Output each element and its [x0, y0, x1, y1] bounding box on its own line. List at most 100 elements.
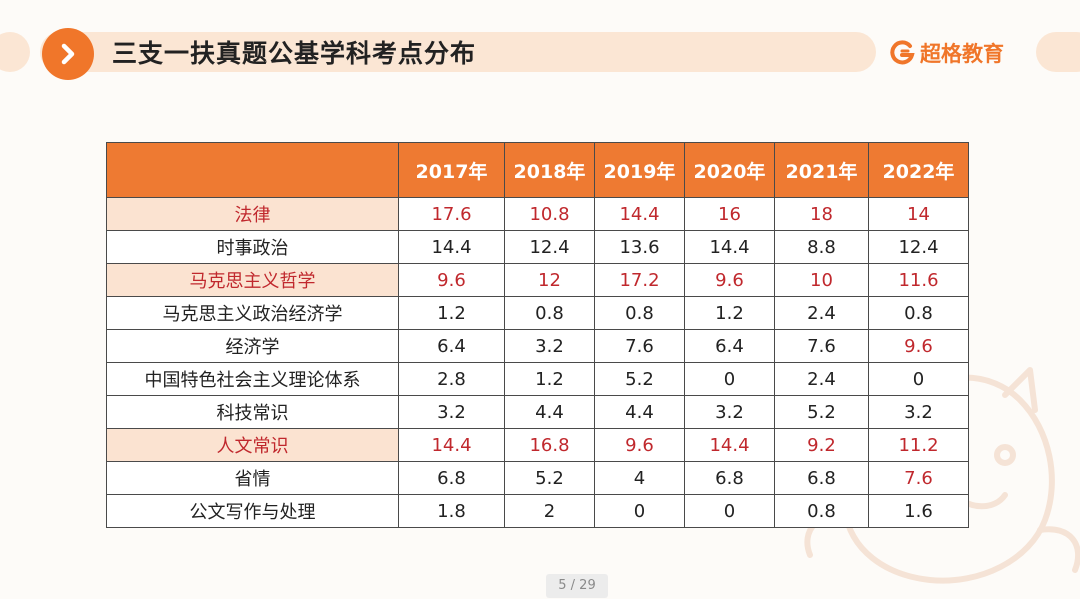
value-cell: 11.2 [868, 428, 969, 462]
value-cell: 1.6 [868, 494, 969, 528]
value-cell: 0.8 [504, 296, 595, 330]
subject-cell: 省情 [106, 461, 399, 495]
column-header-year: 2019年 [594, 142, 685, 198]
value-cell: 3.2 [504, 329, 595, 363]
subject-cell: 马克思主义政治经济学 [106, 296, 399, 330]
value-cell: 0 [684, 362, 775, 396]
chevron-right-icon [42, 28, 94, 80]
value-cell: 8.8 [774, 230, 869, 264]
value-cell: 5.2 [504, 461, 595, 495]
value-cell: 6.4 [684, 329, 775, 363]
column-header-year: 2018年 [504, 142, 595, 198]
value-cell: 13.6 [594, 230, 685, 264]
subject-cell: 经济学 [106, 329, 399, 363]
column-header-year: 2020年 [684, 142, 775, 198]
table-row: 马克思主义政治经济学 1.2 0.8 0.8 1.2 2.4 0.8 [106, 296, 969, 330]
subject-cell: 人文常识 [106, 428, 399, 462]
value-cell: 6.8 [398, 461, 505, 495]
value-cell: 16 [684, 197, 775, 231]
table-row: 法律 17.6 10.8 14.4 16 18 14 [106, 197, 969, 231]
value-cell: 18 [774, 197, 869, 231]
value-cell: 3.2 [868, 395, 969, 429]
value-cell: 7.6 [594, 329, 685, 363]
value-cell: 12.4 [868, 230, 969, 264]
value-cell: 9.6 [594, 428, 685, 462]
value-cell: 0.8 [774, 494, 869, 528]
subject-cell: 法律 [106, 197, 399, 231]
table-corner-cell [106, 142, 399, 198]
table-row: 人文常识 14.4 16.8 9.6 14.4 9.2 11.2 [106, 428, 969, 462]
value-cell: 9.2 [774, 428, 869, 462]
value-cell: 12 [504, 263, 595, 297]
subject-cell: 时事政治 [106, 230, 399, 264]
table-row: 中国特色社会主义理论体系 2.8 1.2 5.2 0 2.4 0 [106, 362, 969, 396]
value-cell: 10 [774, 263, 869, 297]
value-cell: 4 [594, 461, 685, 495]
value-cell: 9.6 [398, 263, 505, 297]
value-cell: 14.4 [684, 428, 775, 462]
header-bar [40, 32, 876, 72]
table-row: 省情 6.8 5.2 4 6.8 6.8 7.6 [106, 461, 969, 495]
value-cell: 2 [504, 494, 595, 528]
table-body: 法律 17.6 10.8 14.4 16 18 14 时事政治 14.4 12.4 13.6 14.4… [106, 197, 969, 528]
value-cell: 17.6 [398, 197, 505, 231]
value-cell: 1.8 [398, 494, 505, 528]
value-cell: 7.6 [868, 461, 969, 495]
value-cell: 6.8 [684, 461, 775, 495]
value-cell: 2.4 [774, 362, 869, 396]
column-header-year: 2017年 [398, 142, 505, 198]
value-cell: 5.2 [774, 395, 869, 429]
value-cell: 11.6 [868, 263, 969, 297]
value-cell: 16.8 [504, 428, 595, 462]
value-cell: 2.4 [774, 296, 869, 330]
value-cell: 14.4 [398, 230, 505, 264]
value-cell: 1.2 [504, 362, 595, 396]
value-cell: 17.2 [594, 263, 685, 297]
value-cell: 7.6 [774, 329, 869, 363]
header-right-pill [1036, 32, 1080, 72]
value-cell: 4.4 [594, 395, 685, 429]
value-cell: 14.4 [398, 428, 505, 462]
subject-cell: 科技常识 [106, 395, 399, 429]
value-cell: 0 [684, 494, 775, 528]
page-indicator: 5 / 29 [546, 574, 608, 598]
subject-cell: 马克思主义哲学 [106, 263, 399, 297]
value-cell: 3.2 [398, 395, 505, 429]
value-cell: 14 [868, 197, 969, 231]
column-header-year: 2022年 [868, 142, 969, 198]
value-cell: 9.6 [684, 263, 775, 297]
brand: 超格教育 [888, 36, 1004, 70]
page-title: 三支一扶真题公基学科考点分布 [112, 39, 477, 68]
value-cell: 14.4 [594, 197, 685, 231]
brand-name: 超格教育 [920, 42, 1004, 66]
value-cell: 0 [594, 494, 685, 528]
value-cell: 0 [868, 362, 969, 396]
value-cell: 1.2 [398, 296, 505, 330]
value-cell: 9.6 [868, 329, 969, 363]
value-cell: 3.2 [684, 395, 775, 429]
exam-topic-table: 2017年 2018年 2019年 2020年 2021年 2022年 法律 17.6 10.… [106, 142, 969, 528]
table-row: 科技常识 3.2 4.4 4.4 3.2 5.2 3.2 [106, 395, 969, 429]
value-cell: 0.8 [868, 296, 969, 330]
table-row: 马克思主义哲学 9.6 12 17.2 9.6 10 11.6 [106, 263, 969, 297]
value-cell: 4.4 [504, 395, 595, 429]
value-cell: 6.8 [774, 461, 869, 495]
value-cell: 12.4 [504, 230, 595, 264]
value-cell: 1.2 [684, 296, 775, 330]
table-row: 时事政治 14.4 12.4 13.6 14.4 8.8 12.4 [106, 230, 969, 264]
subject-cell: 中国特色社会主义理论体系 [106, 362, 399, 396]
brand-logo-icon [890, 40, 915, 65]
table-row: 公文写作与处理 1.8 2 0 0 0.8 1.6 [106, 494, 969, 528]
subject-cell: 公文写作与处理 [106, 494, 399, 528]
table-header-row: 2017年 2018年 2019年 2020年 2021年 2022年 [106, 142, 969, 198]
value-cell: 14.4 [684, 230, 775, 264]
value-cell: 10.8 [504, 197, 595, 231]
value-cell: 0.8 [594, 296, 685, 330]
table-row: 经济学 6.4 3.2 7.6 6.4 7.6 9.6 [106, 329, 969, 363]
column-header-year: 2021年 [774, 142, 869, 198]
header-left-pill [0, 32, 30, 72]
value-cell: 6.4 [398, 329, 505, 363]
value-cell: 2.8 [398, 362, 505, 396]
value-cell: 5.2 [594, 362, 685, 396]
